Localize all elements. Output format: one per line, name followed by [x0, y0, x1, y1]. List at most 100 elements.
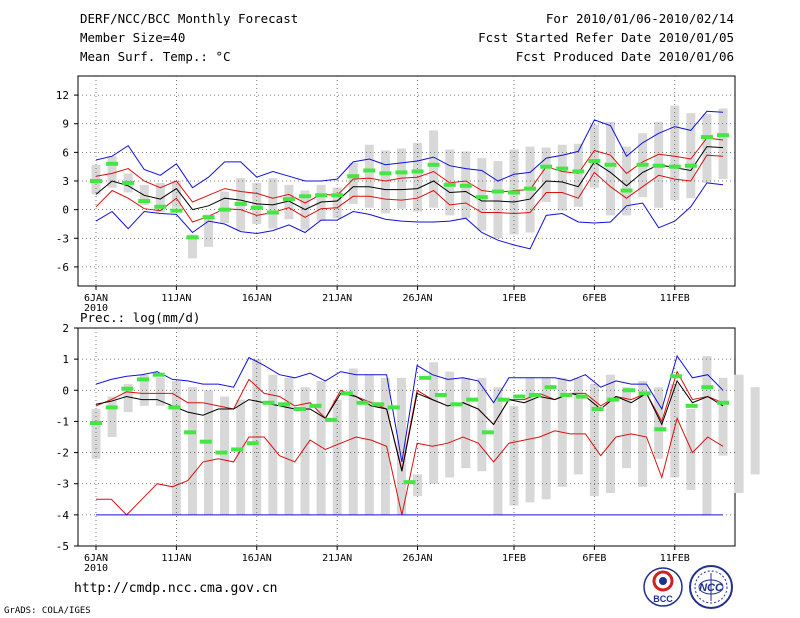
prec-xtick-label: 11FEB: [660, 553, 690, 564]
prec-observed-mark: [638, 391, 651, 396]
prec-observed-mark: [387, 405, 400, 410]
prec-observed-mark: [434, 392, 447, 397]
ncc-logo-icon: NCC: [689, 565, 733, 609]
prec-observed-mark: [419, 375, 432, 380]
prec-box: [91, 408, 101, 459]
temp-observed-mark: [604, 162, 617, 167]
prec-box: [155, 377, 165, 406]
temp-observed-mark: [491, 189, 504, 194]
prec-box: [493, 387, 503, 515]
prec-box: [654, 387, 664, 459]
prec-observed-mark: [717, 400, 729, 405]
prec-observed-mark: [246, 441, 259, 446]
prec-xtick-label: 26JAN: [402, 553, 432, 564]
prec-box: [123, 384, 133, 413]
temp-observed-mark: [443, 182, 456, 187]
temp-box: [364, 144, 374, 208]
prec-observed-mark: [654, 427, 667, 432]
temp-observed-mark: [266, 210, 279, 215]
temp-observed-mark: [234, 201, 247, 206]
temp-observed-mark: [122, 180, 135, 185]
prec-box: [396, 377, 406, 515]
temp-observed-mark: [138, 199, 151, 204]
temp-observed-mark: [717, 133, 729, 138]
temp-observed-mark: [186, 235, 199, 240]
prec-box: [236, 399, 246, 515]
prec-observed-mark: [466, 397, 479, 402]
temp-box: [605, 121, 615, 216]
prec-box: [605, 374, 615, 494]
prec-observed-mark: [90, 420, 102, 425]
temp-observed-mark: [524, 186, 537, 191]
prec-box: [268, 374, 278, 515]
prec-box: [734, 374, 744, 494]
prec-observed-mark: [215, 450, 228, 455]
prec-box: [445, 371, 455, 478]
temp-ytick-label: -6: [56, 261, 69, 274]
temp-series-spread-lower: [95, 154, 724, 223]
prec-ytick-label: -1: [56, 415, 69, 428]
prec-observed-mark: [669, 374, 682, 379]
temp-box: [493, 160, 503, 239]
temp-box: [171, 181, 181, 208]
temp-observed-mark: [379, 171, 392, 176]
fcst-produced-text: Fcst Produced Date 2010/01/06: [515, 49, 734, 64]
prec-observed-mark: [184, 430, 197, 435]
temp-observed-mark: [282, 197, 295, 202]
prec-observed-mark: [293, 406, 306, 411]
temp-box: [380, 150, 390, 214]
temp-observed-mark: [395, 170, 408, 175]
prec-box: [573, 377, 583, 475]
temp-observed-mark: [459, 183, 472, 188]
temp-box: [220, 191, 230, 223]
temp-observed-mark: [154, 204, 167, 209]
member-size-text: Member Size=40: [80, 30, 186, 45]
prec-series-spread-lower: [96, 416, 724, 516]
prec-xtick-label: 1FEB: [502, 553, 526, 564]
prec-box: [413, 474, 423, 497]
temp-box: [187, 234, 197, 259]
temp-observed-mark: [218, 207, 231, 212]
prec-box: [139, 374, 149, 406]
temp-box: [316, 184, 326, 222]
variable-label: Mean Surf. Temp.: °C: [80, 49, 231, 64]
temp-observed-mark: [588, 158, 601, 163]
temp-observed-mark: [411, 169, 424, 174]
temp-observed-mark: [250, 205, 263, 210]
prec-series-ensemble-max: [95, 354, 724, 462]
temp-box: [348, 162, 358, 204]
temp-observed-mark: [363, 168, 376, 173]
prec-observed-mark: [591, 406, 604, 411]
bcc-logo-icon: BCC: [643, 567, 683, 607]
prec-xtick-label: 6FEB: [582, 553, 606, 564]
temp-observed-mark: [556, 166, 569, 171]
temp-xtick-label: 6FEB: [582, 293, 606, 304]
temp-observed-mark: [508, 190, 520, 195]
prec-ytick-label: 0: [62, 384, 69, 397]
prec-box: [509, 405, 519, 506]
bcc-logo-text: BCC: [653, 594, 673, 604]
temp-box: [557, 144, 567, 211]
temp-box: [702, 114, 712, 183]
prec-observed-mark: [168, 405, 181, 410]
prec-ytick-label: -5: [56, 540, 69, 553]
prec-box: [364, 374, 374, 515]
prec-observed-mark: [231, 447, 244, 452]
temp-observed-mark: [170, 208, 183, 213]
url-link[interactable]: http://cmdp.ncc.cma.gov.cn: [74, 581, 278, 596]
prec-observed-mark: [560, 392, 573, 397]
prec-box: [332, 399, 342, 515]
prec-observed-mark: [340, 391, 353, 396]
prec-observed-mark: [622, 388, 635, 393]
temp-observed-mark: [700, 135, 713, 140]
prec-box: [220, 396, 230, 515]
temp-observed-mark: [652, 163, 665, 168]
temp-ytick-label: -3: [56, 232, 69, 245]
temp-observed-mark: [668, 164, 681, 169]
prec-box: [477, 377, 487, 472]
prec-box: [622, 387, 632, 469]
temp-observed-mark: [202, 215, 215, 220]
